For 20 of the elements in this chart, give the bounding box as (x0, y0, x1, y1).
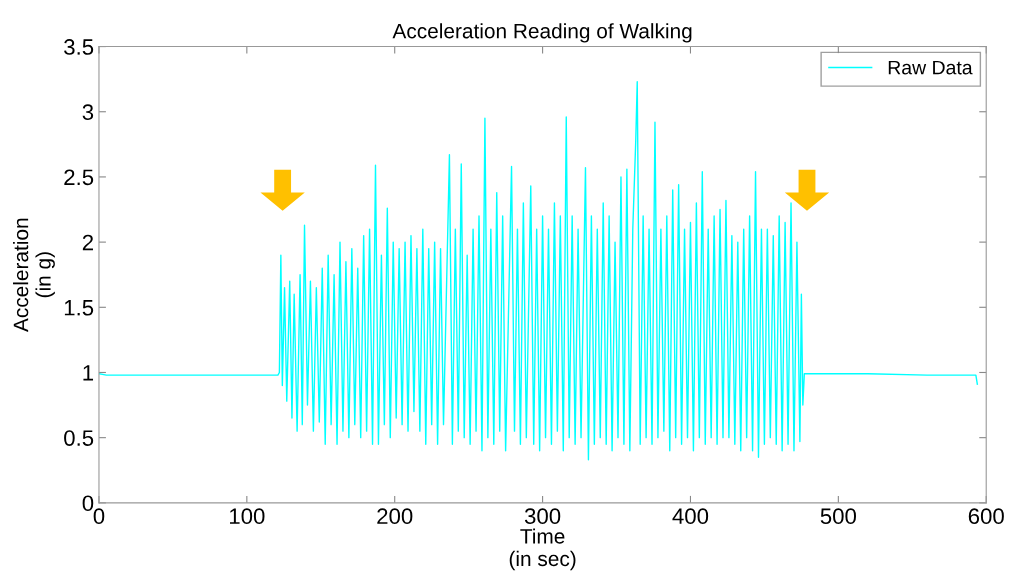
chart-title: Acceleration Reading of Walking (392, 23, 692, 43)
y-tick-label: 2 (82, 234, 93, 251)
y-tick-label: 3 (82, 104, 94, 121)
y-tick-label: 0.5 (64, 430, 94, 446)
y-tick-label: 1 (83, 365, 94, 381)
x-tick-label: 400 (672, 508, 709, 525)
legend-label: Raw Data (888, 60, 973, 75)
x-tick-label: 100 (230, 508, 265, 525)
y-tick-label: 0 (82, 495, 94, 512)
x-tick-label: 200 (377, 508, 413, 525)
x-tick-label: 600 (968, 508, 1004, 525)
x-tick-label: 0 (93, 508, 105, 525)
x-tick-label: 500 (820, 508, 857, 525)
y-tick-label: 2.5 (64, 169, 94, 186)
y-tick-label: 1.5 (64, 300, 94, 316)
x-tick-label: 300 (524, 508, 561, 525)
line-series (98, 81, 979, 461)
y-tick-label: 3.5 (64, 39, 94, 55)
y-axis-title: Acceleration (in g) (13, 218, 55, 332)
x-axis-title: Time (in sec) (509, 528, 576, 571)
